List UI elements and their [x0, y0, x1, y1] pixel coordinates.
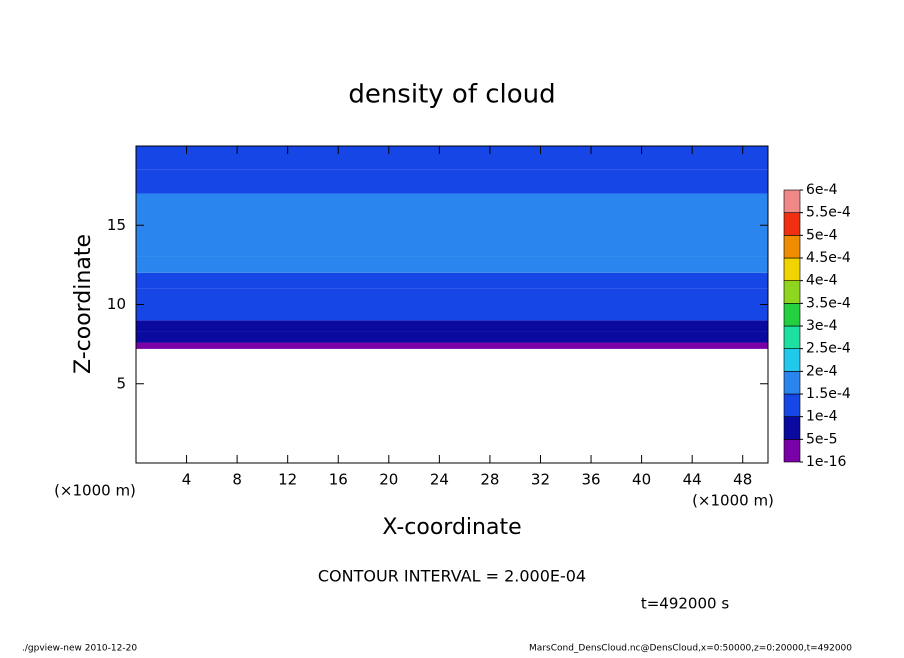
colorbar-cell	[783, 348, 801, 372]
colorbar-cell	[783, 280, 801, 304]
colorbar-cell	[783, 325, 801, 349]
colorbar-label: 4.5e-4	[806, 250, 851, 266]
colorbar-cell	[783, 257, 801, 281]
contour-band	[136, 320, 768, 332]
x-unit-label: (×1000 m)	[692, 492, 774, 510]
colorbar-label: 2.5e-4	[806, 341, 851, 357]
x-tick-label: 48	[733, 471, 752, 489]
y-tick-label: 15	[107, 216, 126, 234]
x-tick-label: 36	[581, 471, 600, 489]
contour-band	[136, 256, 768, 273]
colorbar-cell	[783, 439, 801, 463]
x-tick-label: 8	[232, 471, 242, 489]
colorbar-label: 5e-4	[806, 227, 838, 243]
x-tick-label: 44	[683, 471, 702, 489]
contour-band	[136, 288, 768, 305]
x-tick-label: 4	[182, 471, 192, 489]
y-axis-label: Z-coordinate	[71, 234, 96, 374]
x-tick-label: 16	[329, 471, 348, 489]
colorbar-label: 5e-5	[806, 431, 837, 447]
colorbar-label: 4e-4	[806, 273, 838, 289]
x-unit-label: (×1000 m)	[54, 482, 136, 500]
contour-band	[136, 304, 768, 321]
x-tick-label: 24	[430, 471, 449, 489]
chart-title: density of cloud	[348, 80, 555, 110]
time-label: t=492000 s	[641, 595, 729, 613]
contour-interval: CONTOUR INTERVAL = 2.000E-04	[318, 567, 586, 586]
colorbar-cell	[783, 416, 801, 440]
contour-band	[136, 169, 768, 194]
colorbar-cell	[783, 235, 801, 259]
colorbar-label: 1e-16	[806, 454, 846, 470]
contour-band	[136, 331, 768, 343]
y-tick-label: 10	[107, 295, 126, 313]
colorbar-label: 3e-4	[806, 318, 838, 334]
x-tick-label: 40	[632, 471, 651, 489]
footer-left: ./gpview-new 2010-12-20	[22, 644, 137, 654]
contour-band	[136, 193, 768, 257]
x-tick-label: 28	[480, 471, 499, 489]
contour-band	[136, 272, 768, 289]
colorbar-label: 3.5e-4	[806, 295, 851, 311]
colorbar-label: 5.5e-4	[806, 205, 851, 221]
footer-right: MarsCond_DensCloud.nc@DensCloud,x=0:5000…	[529, 644, 852, 654]
x-axis-label: X-coordinate	[382, 515, 521, 540]
x-tick-label: 12	[278, 471, 297, 489]
colorbar-label: 1.5e-4	[806, 386, 851, 402]
colorbar-cell	[783, 212, 801, 236]
colorbar-label: 6e-4	[806, 182, 838, 198]
colorbar-cell	[783, 393, 801, 417]
colorbar-label: 1e-4	[806, 409, 838, 425]
contour-band	[136, 342, 768, 349]
colorbar-label: 2e-4	[806, 363, 838, 379]
y-tick-label: 5	[116, 374, 126, 392]
colorbar-cell	[783, 371, 801, 395]
x-tick-label: 20	[379, 471, 398, 489]
x-tick-label: 32	[531, 471, 550, 489]
colorbar-cell	[783, 189, 801, 213]
contour-band	[136, 146, 768, 170]
colorbar-cell	[783, 303, 801, 327]
